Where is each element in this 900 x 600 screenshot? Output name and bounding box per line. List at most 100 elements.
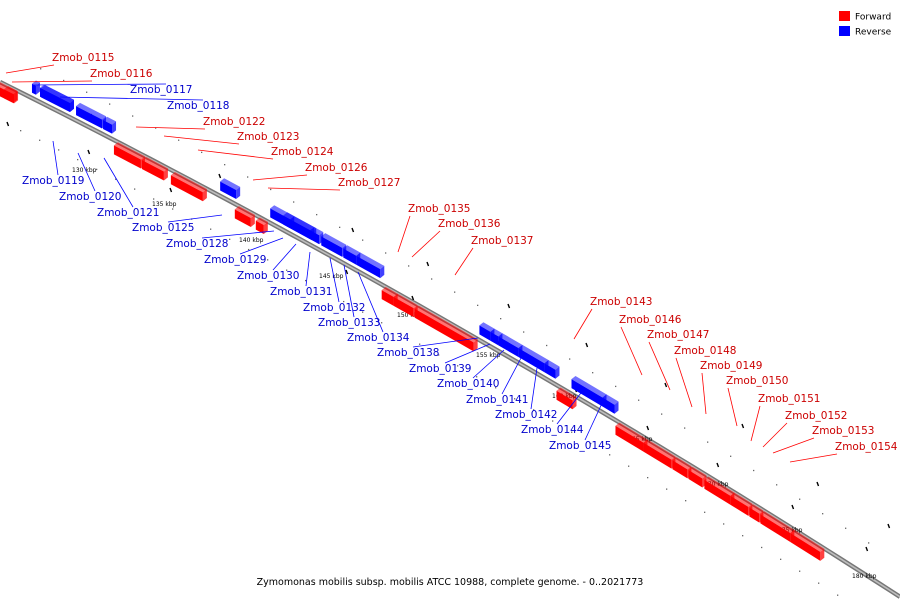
gene-label[interactable]: Zmob_0143 [590,296,652,308]
scale-dot [666,488,668,490]
scale-dot [293,201,295,203]
gene-label[interactable]: Zmob_0118 [167,100,229,112]
gene-zmob_0116[interactable] [4,86,19,104]
gene-label[interactable]: Zmob_0115 [52,52,114,64]
gene-label[interactable]: Zmob_0123 [237,131,299,143]
gene-box [490,331,499,346]
gene-leader-line [454,247,474,276]
scale-dot [500,318,502,320]
gene-label[interactable]: Zmob_0152 [785,410,847,422]
scale-dot [224,164,226,166]
gene-label[interactable]: Zmob_0135 [408,203,470,215]
gene-zmob_0149[interactable] [688,466,707,488]
gene-label[interactable]: Zmob_0129 [204,254,266,266]
gene-label[interactable]: Zmob_0116 [90,68,153,80]
gene-label[interactable]: Zmob_0119 [22,175,84,187]
gene-zmob_0125[interactable] [220,178,241,200]
gene-label[interactable]: Zmob_0131 [270,286,332,298]
gene-label[interactable]: Zmob_0150 [726,375,788,387]
gene-label[interactable]: Zmob_0151 [758,393,820,405]
gene-label[interactable]: Zmob_0136 [438,218,501,230]
gene-zmob_0119[interactable] [40,85,74,113]
gene-label[interactable]: Zmob_0122 [203,116,265,128]
gene-label[interactable]: Zmob_0127 [338,177,400,189]
scale-tick-label: 140 kbp [239,237,264,244]
gene-label[interactable]: Zmob_0137 [471,235,533,247]
gene-label[interactable]: Zmob_0145 [549,440,611,452]
scale-dot [569,358,571,360]
scale-dot [685,500,687,502]
gene-zmob_0146[interactable] [615,422,648,452]
scale-dot [730,455,732,457]
gene-label[interactable]: Zmob_0126 [305,162,368,174]
scale-dot [408,265,410,267]
gene-zmob_0134[interactable] [356,252,385,279]
scale-dot [592,372,594,374]
gene-zmob_0131[interactable] [310,227,324,245]
gene-label[interactable]: Zmob_0132 [303,302,365,314]
gene-box-side [112,121,117,134]
gene-label[interactable]: Zmob_0121 [97,207,159,219]
gene-zmob_0117[interactable] [31,80,40,95]
gene-label[interactable]: Zmob_0124 [271,146,334,158]
gene-zmob_0142[interactable] [544,360,560,379]
gene-label[interactable]: Zmob_0134 [347,332,410,344]
gene-box-top [602,394,619,405]
scale-dot [684,427,686,429]
scale-dash [716,462,720,468]
scale-dot [609,454,611,456]
gene-zmob_0137[interactable] [414,305,478,352]
gene-box-side [202,189,207,202]
gene-label[interactable]: Zmob_0138 [377,347,439,359]
scale-dash [741,423,745,429]
gene-box-side [236,186,241,200]
scale-dot [201,151,203,154]
gene-label[interactable]: Zmob_0153 [812,425,874,437]
gene-zmob_0154[interactable] [790,529,825,561]
gene-zmob_0145[interactable] [602,394,619,414]
gene-zmob_0147[interactable] [643,439,676,469]
gene-zmob_0121[interactable] [103,116,117,134]
gene-box-top [381,286,398,297]
gene-label[interactable]: Zmob_0148 [674,345,736,357]
gene-leader-line [239,237,284,255]
gene-box-top [704,476,735,496]
gene-label[interactable]: Zmob_0142 [495,409,557,421]
gene-label[interactable]: Zmob_0128 [166,238,228,250]
gene-label[interactable]: Zmob_0117 [130,84,192,96]
gene-label[interactable]: Zmob_0130 [237,270,299,282]
gene-box-side [163,168,168,181]
gene-zmob_0124[interactable] [170,172,207,202]
gene-label[interactable]: Zmob_0139 [409,363,471,375]
gene-label[interactable]: Zmob_0140 [437,378,499,390]
scale-dot [109,103,111,105]
scale-dot [362,311,364,313]
gene-label[interactable]: Zmob_0149 [700,360,762,372]
gene-label[interactable]: Zmob_0154 [835,441,898,453]
scale-dot [742,535,744,537]
gene-box-top [170,172,207,193]
scale-dot [780,558,782,560]
scale-dash [345,269,349,275]
gene-box [556,390,573,410]
scale-dot [381,322,383,324]
gene-label[interactable]: Zmob_0133 [318,317,380,329]
gene-zmob_0141[interactable] [518,344,549,373]
gene-label[interactable]: Zmob_0120 [59,191,121,203]
gene-leader-line [11,80,93,83]
gene-box [615,425,644,452]
gene-zmob_0123[interactable] [141,156,168,181]
legend-label: Reverse [855,28,892,38]
gene-label[interactable]: Zmob_0141 [466,394,528,406]
gene-label[interactable]: Zmob_0146 [619,314,682,326]
gene-leader-line [5,64,55,74]
gene-label[interactable]: Zmob_0125 [132,222,194,234]
scale-dot [305,279,307,282]
gene-zmob_0127[interactable] [255,217,268,234]
gene-box-side [820,548,825,561]
gene-zmob_0126[interactable] [234,206,255,227]
gene-label[interactable]: Zmob_0147 [647,329,709,341]
gene-leader-line [648,341,671,391]
scale-dash [646,425,650,431]
gene-label[interactable]: Zmob_0144 [521,424,584,436]
